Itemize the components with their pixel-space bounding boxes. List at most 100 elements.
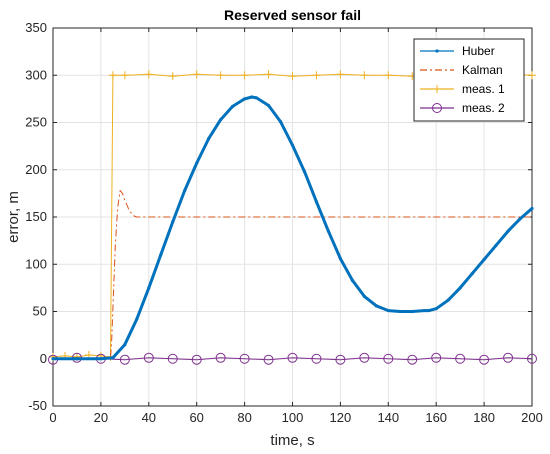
data-point-meas-2 (359, 352, 370, 363)
x-tick-label: 80 (237, 410, 251, 425)
data-point-meas-1 (312, 71, 321, 80)
data-point-huber (482, 257, 486, 262)
data-point-huber (250, 95, 254, 99)
data-point-meas-2 (503, 352, 514, 363)
data-point-meas-1 (288, 72, 297, 81)
data-point-huber (506, 229, 510, 233)
data-point-meas-2 (527, 353, 537, 364)
data-point-huber (99, 357, 103, 361)
data-point-huber (386, 308, 390, 313)
data-point-huber (350, 278, 354, 282)
data-point-huber (494, 243, 498, 247)
data-point-huber (518, 217, 522, 221)
data-point-meas-1 (528, 71, 536, 80)
data-point-meas-2 (431, 352, 442, 363)
legend-marker-huber (435, 49, 439, 53)
data-point-huber (243, 97, 247, 101)
data-point-meas-1 (336, 70, 345, 79)
legend-label-huber: Huber (462, 44, 495, 58)
y-tick-label: 0 (40, 351, 47, 366)
x-tick-label: 40 (142, 410, 156, 425)
data-point-huber (111, 356, 115, 360)
data-point-huber (427, 308, 431, 313)
data-point-huber (231, 104, 235, 109)
data-point-huber (422, 308, 426, 313)
data-point-meas-2 (335, 354, 346, 365)
data-point-huber (159, 253, 163, 257)
x-tick-label: 160 (425, 410, 447, 425)
data-point-huber (470, 272, 474, 276)
data-point-meas-1 (120, 71, 129, 80)
data-point-huber (75, 357, 79, 361)
legend-label-meas-1: meas. 1 (462, 82, 505, 96)
data-point-meas-2 (479, 354, 490, 365)
x-tick-label: 180 (473, 410, 495, 425)
y-tick-label: -50 (28, 398, 47, 413)
data-point-huber (446, 298, 450, 302)
x-tick-label: 60 (189, 410, 203, 425)
x-tick-label: 0 (49, 410, 56, 425)
chart-title: Reserved sensor fail (224, 7, 361, 23)
data-point-huber (434, 307, 438, 311)
x-tick-label: 100 (282, 410, 304, 425)
data-point-huber (278, 119, 283, 124)
data-point-huber (207, 136, 211, 141)
series-kalman (53, 190, 532, 360)
data-point-huber (254, 96, 259, 100)
data-point-huber (183, 188, 187, 193)
y-tick-label: 200 (25, 162, 47, 177)
x-axis-ticks: 0 20 40 60 80 100 120 140 160 180 200 (49, 28, 543, 425)
data-point-meas-2 (119, 354, 130, 365)
legend-marker-meas-2 (432, 103, 442, 113)
series-huber (51, 95, 534, 361)
legend-label-kalman: Kalman (462, 63, 503, 77)
y-tick-label: 350 (25, 20, 47, 35)
y-tick-label: 100 (25, 256, 47, 271)
x-tick-label: 200 (521, 410, 543, 425)
data-point-huber (362, 294, 366, 298)
y-tick-label: 250 (25, 115, 47, 130)
data-point-meas-2 (407, 354, 418, 365)
data-point-meas-1 (192, 70, 201, 79)
data-point-huber (51, 357, 55, 361)
y-tick-label: 50 (33, 304, 47, 319)
data-point-meas-2 (263, 354, 274, 365)
data-point-meas-2 (143, 352, 154, 363)
legend-marker-meas-1 (433, 85, 441, 93)
data-point-huber (530, 206, 534, 211)
data-point-meas-1 (264, 70, 273, 79)
data-point-meas-2 (287, 352, 298, 363)
data-point-meas-1 (108, 71, 117, 80)
y-axis-label: error, m (5, 191, 22, 243)
legend-label-meas-2: meas. 2 (462, 101, 505, 115)
data-point-huber (398, 309, 402, 314)
series-line-meas-2 (52, 357, 533, 361)
x-tick-label: 120 (330, 410, 352, 425)
data-point-meas-2 (215, 352, 226, 363)
data-point-meas-2 (167, 353, 178, 364)
x-tick-label: 20 (94, 410, 108, 425)
y-tick-label: 150 (25, 209, 47, 224)
data-point-meas-2 (383, 353, 394, 364)
data-point-huber (147, 286, 151, 290)
data-point-huber (171, 220, 175, 224)
data-point-meas-2 (239, 353, 250, 364)
data-point-huber (338, 256, 342, 261)
x-tick-label: 140 (377, 410, 399, 425)
data-point-huber (458, 286, 462, 290)
y-axis-ticks: -50 0 50 100 150 200 250 300 350 (25, 20, 532, 413)
data-point-huber (314, 200, 319, 204)
data-point-huber (410, 309, 414, 314)
data-point-meas-1 (144, 70, 153, 79)
data-point-meas-1 (216, 71, 225, 80)
data-point-huber (266, 103, 271, 108)
series-line-kalman (53, 190, 532, 360)
data-point-meas-2 (191, 354, 202, 365)
data-point-meas-1 (360, 71, 369, 80)
data-point-huber (326, 229, 331, 233)
data-point-huber (195, 161, 199, 165)
data-point-huber (135, 317, 139, 321)
legend: Huber Kalman meas. 1 meas. 2 (413, 38, 525, 122)
data-point-meas-1 (240, 71, 249, 80)
